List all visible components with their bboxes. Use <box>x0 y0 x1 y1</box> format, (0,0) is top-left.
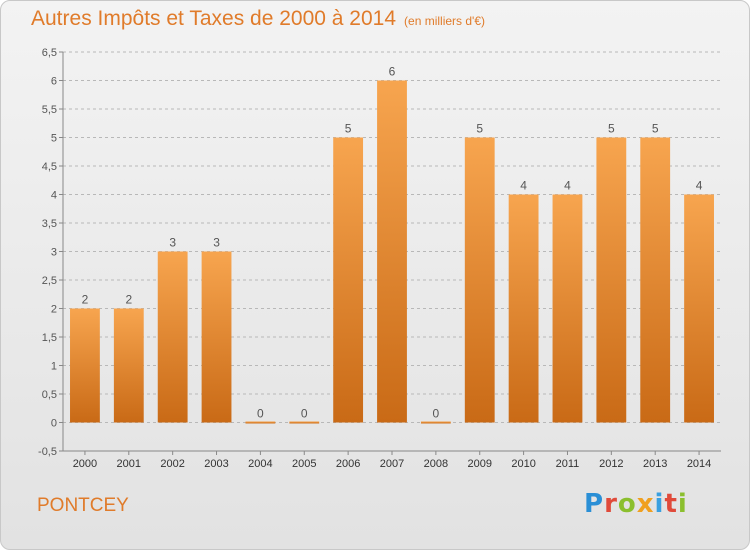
data-label: 3 <box>169 236 176 250</box>
bar-2007 <box>377 80 407 423</box>
chart-title-block: Autres Impôts et Taxes de 2000 à 2014 (en… <box>31 7 485 31</box>
bar-2002 <box>157 251 188 423</box>
x-tick-label: 2012 <box>599 458 623 470</box>
x-tick-label: 2003 <box>204 458 228 470</box>
bar-2000 <box>70 308 100 423</box>
x-tick-label: 2005 <box>292 458 316 470</box>
bar-2005 <box>289 421 320 424</box>
y-tick-label: 6 <box>51 76 57 88</box>
y-tick-label: -0,5 <box>38 446 57 458</box>
bar-2006 <box>333 137 364 423</box>
bar-2014 <box>684 194 714 423</box>
y-tick-label: 1 <box>51 361 57 373</box>
place-name: PONTCEY <box>37 495 129 516</box>
chart-title: Autres Impôts et Taxes de 2000 à 2014 <box>31 7 397 30</box>
data-label: 6 <box>389 65 396 79</box>
data-label: 2 <box>82 293 89 307</box>
data-label: 5 <box>608 122 615 136</box>
data-label: 5 <box>345 122 352 136</box>
bar-2012 <box>596 137 627 423</box>
bar-2010 <box>508 194 539 423</box>
x-tick-label: 2008 <box>424 458 448 470</box>
y-tick-label: 1,5 <box>42 332 57 344</box>
data-label: 3 <box>213 236 220 250</box>
x-tick-label: 2000 <box>73 458 97 470</box>
bar-2009 <box>464 137 495 423</box>
label-layer: 2 2 3 3 0 0 5 6 0 5 4 4 5 5 4 <box>82 65 703 421</box>
x-tick-label: 2006 <box>336 458 360 470</box>
bar-2001 <box>113 308 144 423</box>
proxiti-logo: Proxiti <box>584 489 688 519</box>
y-tick-label: 4 <box>51 190 57 202</box>
y-tick-label: 3,5 <box>42 218 57 230</box>
bar-2003 <box>201 251 232 423</box>
bar-layer <box>70 80 714 424</box>
x-tick-label: 2004 <box>248 458 272 470</box>
bar-2013 <box>640 137 671 423</box>
data-label: 2 <box>125 293 132 307</box>
y-tick-label: 4,5 <box>42 161 57 173</box>
data-label: 0 <box>433 407 440 421</box>
x-tick-label: 2001 <box>117 458 141 470</box>
bar-2004 <box>245 421 276 424</box>
y-tick-label: 6,5 <box>42 47 57 59</box>
x-tick-label: 2013 <box>643 458 667 470</box>
x-tick-label: 2002 <box>160 458 184 470</box>
y-tick-label: 5 <box>51 133 57 145</box>
x-tick-label: 2010 <box>511 458 535 470</box>
y-tick-label: 0,5 <box>42 389 57 401</box>
data-label: 5 <box>476 122 483 136</box>
data-label: 5 <box>652 122 659 136</box>
data-label: 0 <box>257 407 264 421</box>
x-tick-label: 2007 <box>380 458 404 470</box>
y-tick-label: 3 <box>51 247 57 259</box>
chart-subtitle: (en milliers d'€) <box>404 14 486 28</box>
y-tick-label: 2 <box>51 304 57 316</box>
bar-2008 <box>420 421 451 424</box>
data-label: 4 <box>696 179 703 193</box>
data-label: 0 <box>301 407 308 421</box>
y-tick-label: 5,5 <box>42 104 57 116</box>
data-label: 4 <box>564 179 571 193</box>
x-tick-label: 2009 <box>467 458 491 470</box>
x-tick-label: 2014 <box>687 458 711 470</box>
bar-2011 <box>552 194 583 423</box>
y-tick-label: 0 <box>51 418 57 430</box>
y-tick-label: 2,5 <box>42 275 57 287</box>
data-label: 4 <box>520 179 527 193</box>
x-tick-label: 2011 <box>556 458 580 470</box>
